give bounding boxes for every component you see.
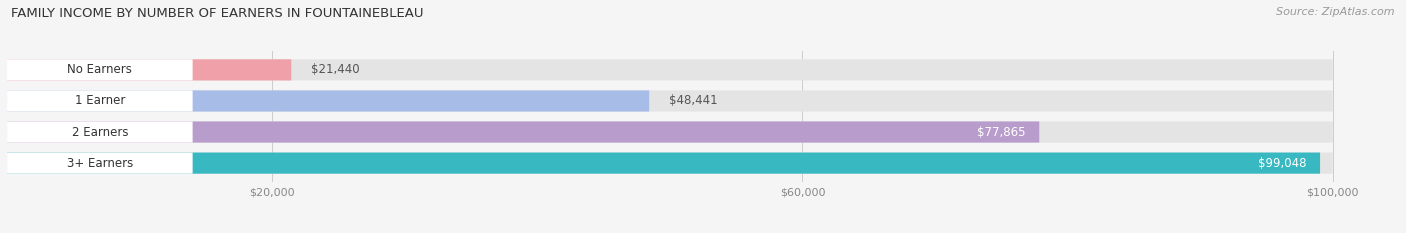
FancyBboxPatch shape — [7, 59, 291, 80]
FancyBboxPatch shape — [7, 121, 1333, 143]
Text: $77,865: $77,865 — [977, 126, 1026, 139]
Text: 2 Earners: 2 Earners — [72, 126, 128, 139]
Text: $21,440: $21,440 — [311, 63, 360, 76]
Text: 3+ Earners: 3+ Earners — [66, 157, 134, 170]
FancyBboxPatch shape — [7, 59, 1333, 80]
FancyBboxPatch shape — [7, 90, 1333, 112]
FancyBboxPatch shape — [7, 121, 193, 143]
Text: Source: ZipAtlas.com: Source: ZipAtlas.com — [1277, 7, 1395, 17]
Text: $48,441: $48,441 — [669, 94, 717, 107]
FancyBboxPatch shape — [7, 153, 1320, 174]
FancyBboxPatch shape — [7, 153, 193, 174]
Text: $99,048: $99,048 — [1258, 157, 1306, 170]
FancyBboxPatch shape — [7, 90, 650, 112]
FancyBboxPatch shape — [7, 90, 193, 112]
Text: FAMILY INCOME BY NUMBER OF EARNERS IN FOUNTAINEBLEAU: FAMILY INCOME BY NUMBER OF EARNERS IN FO… — [11, 7, 423, 20]
FancyBboxPatch shape — [7, 121, 1039, 143]
FancyBboxPatch shape — [7, 153, 1333, 174]
FancyBboxPatch shape — [7, 59, 193, 80]
Text: 1 Earner: 1 Earner — [75, 94, 125, 107]
Text: No Earners: No Earners — [67, 63, 132, 76]
